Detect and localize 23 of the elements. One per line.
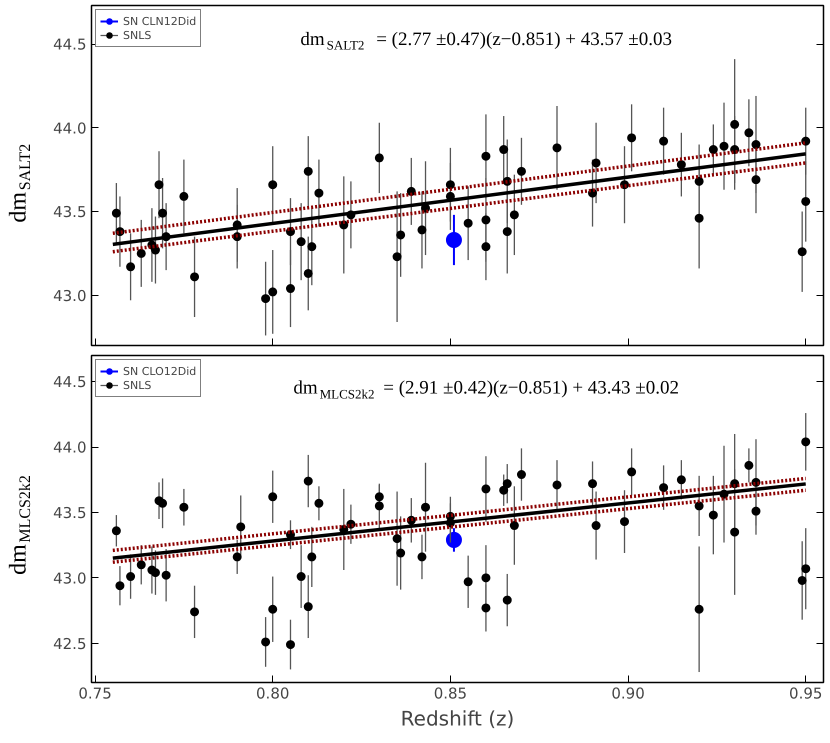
text: dmSALT2 bbox=[6, 144, 34, 223]
legend-label: SN CLO12Did bbox=[123, 364, 196, 378]
x-tick-label: 0.85 bbox=[434, 684, 468, 702]
x-tick-label: 0.95 bbox=[789, 684, 822, 702]
legend-label: SNLS bbox=[123, 28, 152, 42]
y-tick-label: 43.5 bbox=[53, 203, 87, 222]
y-tick-label: 44.5 bbox=[53, 36, 87, 54]
y-tick-label: 44.0 bbox=[53, 438, 87, 457]
x-tick-label: 0.80 bbox=[256, 684, 290, 702]
text: = (2.91 ±0.42)(z−0.851) + 43.43 ±0.02 bbox=[383, 378, 679, 399]
legend-label: SN CLN12Did bbox=[123, 14, 196, 28]
x-axis-title: Redshift (z) bbox=[400, 706, 514, 730]
text: = (2.77 ±0.47)(z−0.851) + 43.57 ±0.03 bbox=[376, 29, 672, 50]
x-tick-label: 0.75 bbox=[78, 684, 112, 702]
legend-label: SNLS bbox=[123, 378, 152, 392]
y-tick-label: 43.0 bbox=[53, 286, 87, 305]
y-tick-label: 44.5 bbox=[53, 373, 87, 392]
y-tick-label: 43.0 bbox=[53, 569, 87, 588]
y-tick-label: 43.5 bbox=[53, 504, 87, 522]
text: dmMLCS2k2 bbox=[6, 475, 34, 575]
y-tick-label: 44.0 bbox=[53, 119, 87, 138]
y-tick-label: 42.5 bbox=[53, 634, 87, 653]
x-tick-label: 0.90 bbox=[611, 684, 645, 702]
